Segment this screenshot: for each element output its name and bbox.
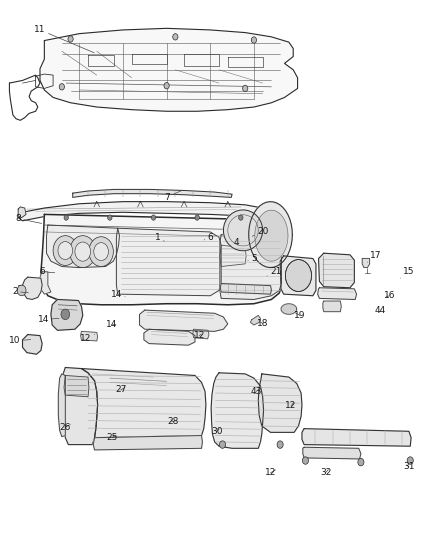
Text: 5: 5 (248, 254, 257, 263)
Circle shape (407, 457, 413, 464)
Circle shape (164, 83, 169, 89)
Polygon shape (362, 259, 370, 268)
Text: 14: 14 (111, 290, 125, 299)
Circle shape (59, 84, 64, 90)
Text: 6: 6 (204, 233, 213, 242)
Text: 18: 18 (257, 319, 268, 328)
Circle shape (64, 215, 68, 220)
Polygon shape (255, 210, 288, 261)
Polygon shape (22, 335, 42, 354)
Text: 8: 8 (15, 214, 42, 223)
Polygon shape (318, 288, 357, 300)
Polygon shape (58, 374, 65, 437)
Text: 12: 12 (80, 334, 95, 343)
Polygon shape (18, 207, 26, 217)
Polygon shape (62, 368, 98, 445)
Circle shape (108, 215, 112, 220)
Text: 27: 27 (115, 385, 127, 394)
Polygon shape (46, 225, 120, 268)
Text: 12: 12 (194, 331, 205, 340)
Polygon shape (303, 447, 361, 459)
Text: 17: 17 (367, 252, 382, 262)
Polygon shape (117, 228, 221, 296)
Polygon shape (40, 28, 297, 111)
Text: 28: 28 (167, 417, 179, 426)
Polygon shape (258, 374, 302, 432)
Polygon shape (22, 277, 42, 300)
Polygon shape (281, 304, 297, 314)
Polygon shape (51, 300, 83, 330)
Circle shape (277, 441, 283, 448)
Text: 21: 21 (267, 268, 282, 276)
Polygon shape (81, 368, 206, 438)
Text: 31: 31 (403, 463, 415, 471)
Circle shape (286, 260, 311, 292)
Polygon shape (211, 373, 264, 448)
Polygon shape (93, 435, 202, 450)
Polygon shape (220, 235, 282, 300)
Polygon shape (193, 329, 209, 339)
Text: 12: 12 (265, 469, 276, 477)
Text: 30: 30 (211, 427, 223, 436)
Polygon shape (223, 210, 263, 251)
Text: 20: 20 (252, 228, 268, 237)
Text: 43: 43 (251, 387, 262, 396)
Circle shape (58, 241, 73, 260)
Polygon shape (318, 253, 354, 288)
Text: 6: 6 (39, 268, 55, 276)
Polygon shape (323, 301, 341, 312)
Text: 15: 15 (400, 268, 415, 278)
Polygon shape (251, 316, 261, 325)
Polygon shape (18, 201, 263, 221)
Polygon shape (81, 332, 98, 341)
Circle shape (68, 36, 73, 42)
Polygon shape (220, 284, 272, 294)
Circle shape (70, 236, 96, 268)
Polygon shape (73, 189, 232, 197)
Circle shape (358, 458, 364, 466)
Polygon shape (220, 245, 246, 266)
Text: 2: 2 (12, 287, 28, 296)
Circle shape (302, 457, 308, 464)
Text: 10: 10 (9, 336, 31, 345)
Text: 44: 44 (375, 305, 386, 314)
Polygon shape (40, 272, 51, 294)
Circle shape (243, 85, 248, 92)
Circle shape (219, 441, 226, 448)
Circle shape (17, 285, 26, 296)
Text: 32: 32 (320, 468, 332, 477)
Text: 14: 14 (38, 315, 59, 324)
Text: 7: 7 (164, 191, 181, 202)
Polygon shape (41, 214, 283, 305)
Polygon shape (144, 329, 195, 345)
Text: 14: 14 (106, 320, 118, 329)
Circle shape (251, 37, 257, 43)
Text: 16: 16 (384, 291, 395, 300)
Circle shape (94, 243, 109, 261)
Circle shape (195, 215, 199, 220)
Circle shape (173, 34, 178, 40)
Polygon shape (302, 429, 411, 446)
Circle shape (151, 215, 155, 220)
Polygon shape (64, 375, 89, 397)
Text: 19: 19 (294, 311, 306, 320)
Circle shape (61, 309, 70, 320)
Circle shape (89, 237, 113, 266)
Text: 1: 1 (155, 233, 164, 242)
Text: 11: 11 (34, 26, 94, 53)
Text: 26: 26 (60, 423, 71, 432)
Text: 25: 25 (106, 433, 118, 442)
Text: 12: 12 (285, 401, 297, 410)
Circle shape (239, 215, 243, 220)
Polygon shape (249, 201, 292, 268)
Polygon shape (280, 256, 316, 296)
Circle shape (75, 242, 91, 261)
Polygon shape (140, 310, 228, 332)
Text: 4: 4 (230, 238, 239, 247)
Circle shape (53, 236, 78, 265)
